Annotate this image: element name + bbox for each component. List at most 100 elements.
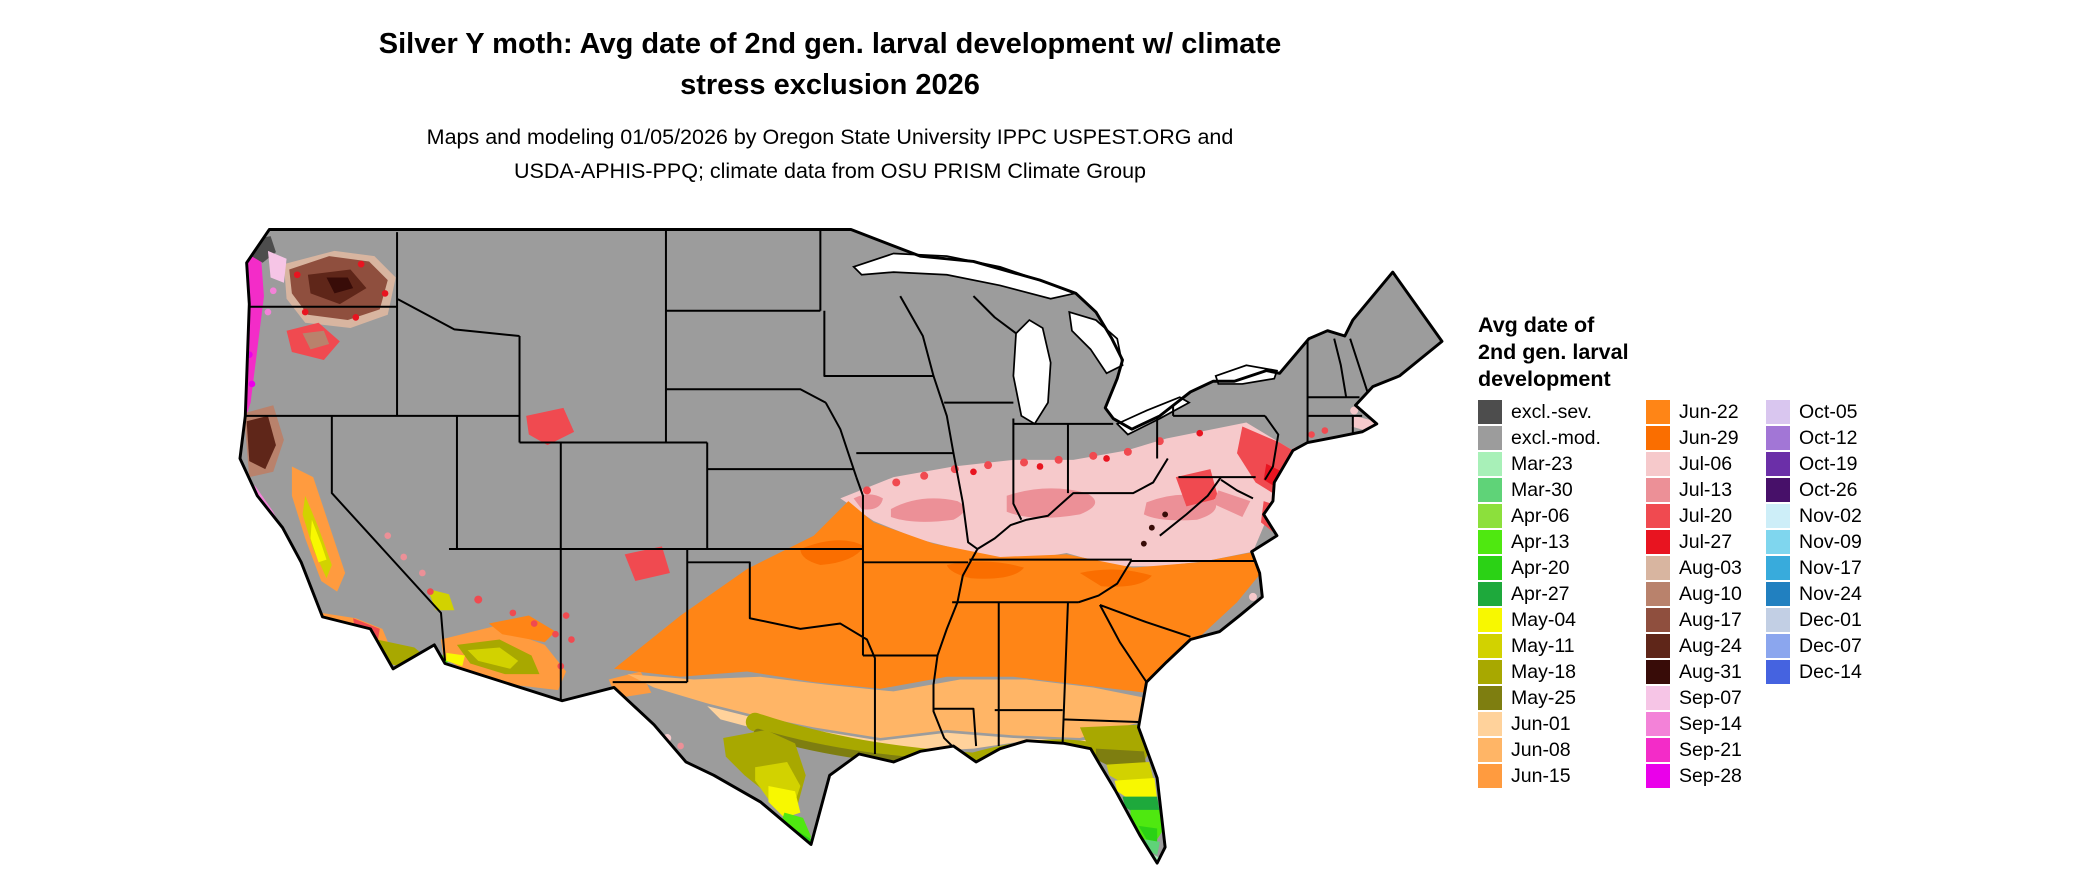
legend-item: Jun-29: [1646, 425, 1742, 451]
subtitle-line-2: USDA-APHIS-PPQ; climate data from OSU PR…: [513, 159, 1147, 183]
legend-swatch: [1766, 504, 1790, 528]
legend-item: Apr-27: [1478, 581, 1601, 607]
legend-label: Jul-06: [1679, 452, 1733, 475]
legend-item: Nov-17: [1766, 555, 1862, 581]
legend-swatch: [1478, 634, 1502, 658]
legend-item: Jul-20: [1646, 503, 1742, 529]
legend-item: Aug-10: [1646, 581, 1742, 607]
legend-swatch: [1646, 764, 1670, 788]
legend-item: Jun-01: [1478, 711, 1601, 737]
legend-swatch: [1646, 556, 1670, 580]
legend-item: Dec-07: [1766, 633, 1862, 659]
map-region: [1143, 839, 1160, 856]
legend-label: Jun-15: [1511, 764, 1571, 787]
legend-label: Apr-13: [1511, 530, 1570, 553]
legend-label: Jun-08: [1511, 738, 1571, 761]
legend-swatch: [1646, 426, 1670, 450]
legend-swatch: [1766, 634, 1790, 658]
map-region: [526, 407, 575, 446]
us-choropleth-map: [228, 214, 1446, 884]
legend-item: Mar-23: [1478, 451, 1601, 477]
legend-swatch: [1646, 634, 1670, 658]
legend-swatch: [1478, 556, 1502, 580]
map-region: [267, 250, 287, 283]
legend-swatch: [1478, 452, 1502, 476]
legend-swatch: [1478, 426, 1502, 450]
legend-item: Apr-20: [1478, 555, 1601, 581]
legend-swatch: [1646, 478, 1670, 502]
legend-item: Nov-02: [1766, 503, 1862, 529]
legend-item: Oct-05: [1766, 399, 1862, 425]
legend-swatch: [1766, 582, 1790, 606]
legend-label: Mar-23: [1511, 452, 1573, 475]
legend-label: Aug-10: [1679, 582, 1742, 605]
legend-item: Nov-24: [1766, 581, 1862, 607]
legend-label: Sep-21: [1679, 738, 1742, 761]
legend-label: Jun-01: [1511, 712, 1571, 735]
legend-label: Dec-01: [1799, 608, 1862, 631]
legend-item: Jul-13: [1646, 477, 1742, 503]
map-region: [1079, 569, 1152, 587]
legend-swatch: [1646, 530, 1670, 554]
legend-label: Aug-24: [1679, 634, 1742, 657]
legend-swatch: [1478, 582, 1502, 606]
legend-swatch: [1478, 504, 1502, 528]
legend-swatch: [1766, 530, 1790, 554]
legend-column-2: Jun-22 Jun-29 Jul-06 Jul-13 Jul-20 Jul-27 Aug-…: [1646, 399, 1742, 789]
legend-label: Aug-17: [1679, 608, 1742, 631]
legend-swatch: [1646, 608, 1670, 632]
legend-item: excl.-sev.: [1478, 399, 1601, 425]
lake-ontario: [1214, 364, 1279, 385]
legend-label: May-25: [1511, 686, 1577, 709]
legend-label: Oct-26: [1799, 478, 1858, 501]
legend-swatch: [1478, 712, 1502, 736]
legend-swatch: [1766, 478, 1790, 502]
legend-item: Apr-06: [1478, 503, 1601, 529]
map-region: [853, 494, 883, 510]
legend-item: Aug-03: [1646, 555, 1742, 581]
map-region: [1175, 469, 1219, 507]
legend-item: excl.-mod.: [1478, 425, 1601, 451]
legend-label: Sep-28: [1679, 764, 1742, 787]
legend-label: Aug-03: [1679, 556, 1742, 579]
legend-label: Apr-27: [1511, 582, 1570, 605]
legend-swatch: [1478, 530, 1502, 554]
legend-swatch: [1646, 660, 1670, 684]
legend-swatch: [1646, 504, 1670, 528]
legend-item: Sep-28: [1646, 763, 1742, 789]
legend-label: Nov-02: [1799, 504, 1862, 527]
legend-item: Aug-24: [1646, 633, 1742, 659]
map-region: [1006, 488, 1096, 518]
title-line-1: Silver Y moth: Avg date of 2nd gen. larv…: [378, 28, 1282, 60]
legend-item: Oct-19: [1766, 451, 1862, 477]
map-region: [890, 498, 965, 522]
us-map-svg: [238, 228, 1444, 865]
legend-item: Jun-15: [1478, 763, 1601, 789]
legend-label: Mar-30: [1511, 478, 1573, 501]
legend-label: Oct-19: [1799, 452, 1858, 475]
legend-item: Mar-30: [1478, 477, 1601, 503]
map-region: [1114, 777, 1158, 802]
legend-label: Jun-29: [1679, 426, 1739, 449]
legend-swatch: [1646, 452, 1670, 476]
legend-label: Sep-14: [1679, 712, 1742, 735]
legend-item: May-04: [1478, 607, 1601, 633]
legend-column-1: excl.-sev. excl.-mod. Mar-23 Mar-30 Apr-06 Ap…: [1478, 399, 1601, 789]
legend-swatch: [1766, 452, 1790, 476]
legend-item: Jul-27: [1646, 529, 1742, 555]
legend-label: May-04: [1511, 608, 1577, 631]
legend-item: Dec-14: [1766, 659, 1862, 685]
legend-item: Oct-12: [1766, 425, 1862, 451]
legend-item: Jun-22: [1646, 399, 1742, 425]
legend-item: Sep-07: [1646, 685, 1742, 711]
legend-title-line-2: 2nd gen. larval: [1478, 340, 1629, 364]
legend-swatch: [1478, 764, 1502, 788]
map-region: [326, 277, 354, 294]
legend-item: May-11: [1478, 633, 1601, 659]
legend-label: Aug-31: [1679, 660, 1742, 683]
legend-item: Sep-14: [1646, 711, 1742, 737]
legend-label: excl.-mod.: [1511, 426, 1601, 449]
legend-label: Dec-14: [1799, 660, 1862, 683]
legend-title: Avg date of 2nd gen. larval development: [1478, 312, 1629, 393]
legend-label: Sep-07: [1679, 686, 1742, 709]
